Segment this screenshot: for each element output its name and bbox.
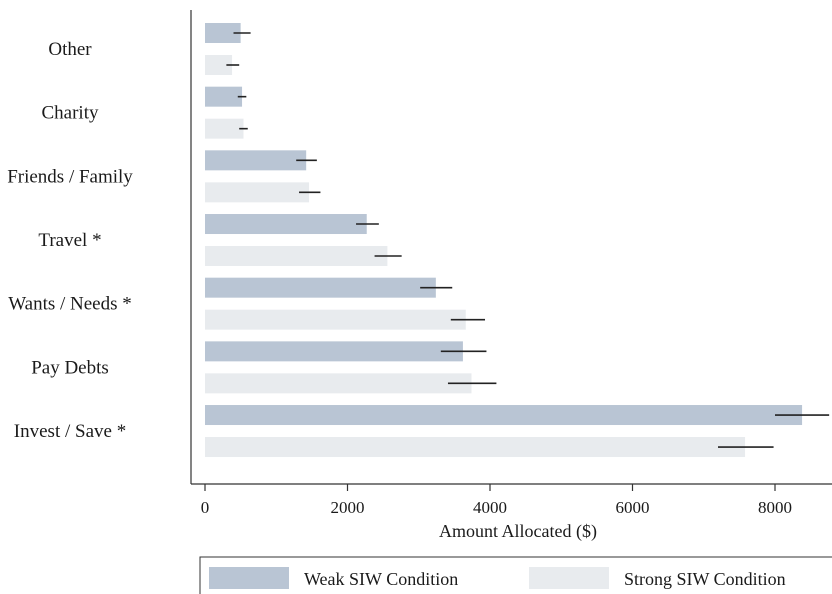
legend-label-strong: Strong SIW Condition <box>624 569 786 589</box>
legend: Weak SIW Condition Strong SIW Condition <box>199 556 832 594</box>
bar-strong-1 <box>205 118 244 139</box>
x-axis-ticks: 0 2000 4000 6000 8000 <box>201 484 792 517</box>
bar-strong-2 <box>205 182 310 203</box>
bar-weak-6 <box>205 405 803 426</box>
category-label-3: Travel * <box>38 230 101 251</box>
x-tick-label-0: 0 <box>201 498 210 517</box>
x-tick-label-1: 2000 <box>331 498 365 517</box>
x-axis-title: Amount Allocated ($) <box>439 521 597 542</box>
bar-weak-3 <box>205 214 367 235</box>
legend-swatch-strong <box>529 567 609 589</box>
legend-frame <box>199 556 832 594</box>
bars-layer <box>205 23 803 458</box>
category-label-6: Invest / Save * <box>14 421 126 442</box>
bar-strong-6 <box>205 437 746 458</box>
category-label-5: Pay Debts <box>31 357 109 378</box>
category-label-4: Wants / Needs * <box>8 294 132 315</box>
category-label-2: Friends / Family <box>7 166 133 187</box>
legend-label-weak: Weak SIW Condition <box>304 569 458 589</box>
bar-weak-1 <box>205 86 243 107</box>
error-bars-layer <box>226 32 830 448</box>
bar-weak-4 <box>205 277 436 298</box>
bar-strong-5 <box>205 373 472 394</box>
x-tick-label-4: 8000 <box>758 498 792 517</box>
bar-weak-0 <box>205 23 241 43</box>
legend-swatch-weak <box>209 567 289 589</box>
bar-weak-2 <box>205 150 307 171</box>
x-tick-label-3: 6000 <box>616 498 650 517</box>
bar-weak-5 <box>205 341 463 362</box>
bar-strong-3 <box>205 246 388 267</box>
bar-strong-0 <box>205 55 233 75</box>
category-label-0: Other <box>48 39 92 60</box>
category-label-1: Charity <box>42 103 99 124</box>
x-tick-label-2: 4000 <box>473 498 507 517</box>
bar-strong-4 <box>205 309 466 330</box>
category-labels: Other Charity Friends / Family Travel * Want… <box>7 39 133 442</box>
